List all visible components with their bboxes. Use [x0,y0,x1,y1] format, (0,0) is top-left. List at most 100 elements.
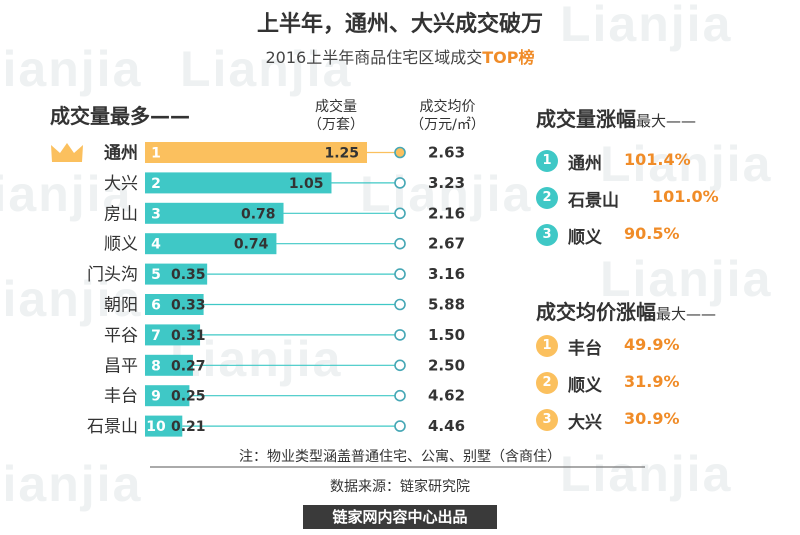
volume-growth-title-small: 最大—— [636,112,697,130]
rank-number: 1 [151,146,161,162]
circle-marker-icon [394,359,406,372]
rank-number: 6 [151,298,161,314]
circle-marker-icon [394,207,406,220]
rank-badge: 2 [536,187,558,209]
rank-number: 4 [151,237,161,253]
page-title: 上半年，通州、大兴成交破万 [256,12,543,37]
volume-column-header: 成交量 （万套） [296,98,376,134]
growth-value: 31.9% [624,372,680,391]
watermark: Lianjia [0,271,143,327]
growth-value: 101.0% [652,187,719,206]
volume-bar [145,263,208,285]
watermark: Lianjia [560,0,733,52]
volume-bar [145,294,204,315]
subtitle-prefix: 2016上半年商品住宅区域成交 [265,48,483,67]
volume-growth-title: 成交量涨幅最大—— [536,103,696,132]
circle-marker-icon [394,329,406,341]
city-label: 昌平 [104,356,138,376]
watermark: Lianjia [560,446,733,502]
rank-number: 2 [151,176,161,192]
growth-value: 90.5% [624,224,680,243]
watermark: Lianjia [600,136,773,192]
growth-district-name: 大兴 [568,413,602,433]
city-label: 大兴 [104,174,138,194]
circle-marker-icon [394,298,406,311]
circle-marker-icon [394,177,406,189]
rank-badge: 1 [536,335,558,357]
rank-badge: 3 [536,409,558,431]
growth-value: 101.4% [624,150,691,169]
growth-value: 30.9% [624,409,680,428]
rank-number: 8 [151,358,161,374]
city-label: 通州 [104,144,138,164]
volume-header-line2: （万套） [308,117,364,133]
rank-badge: 1 [536,150,558,172]
avg-price-label: 4.62 [428,387,465,405]
price-header-line2: （万元/㎡） [410,117,485,133]
growth-district-name: 通州 [568,154,602,174]
avg-price-label: 3.16 [428,265,465,283]
volume-section-title: 成交量最多—— [50,104,190,128]
circle-marker-icon [394,268,406,280]
volume-growth-title-main: 成交量涨幅 [536,107,636,131]
avg-price-label: 3.23 [428,174,465,192]
rank-badge: 3 [536,224,558,246]
rank-badge: 2 [536,372,558,394]
bar-value-label: 0.74 [234,237,269,253]
volume-bar [145,233,277,255]
volume-header-line1: 成交量 [315,99,357,115]
bar-value-label: 1.25 [324,146,359,162]
bar-value-label: 0.31 [171,328,206,344]
circle-marker-icon [394,237,406,250]
bar-value-label: 0.78 [241,206,276,222]
growth-district-name: 丰台 [568,339,602,359]
circle-marker-icon [394,389,406,402]
volume-bar [145,354,193,376]
watermark: Lianjia [360,166,533,222]
rank-number: 9 [151,389,161,405]
page-subtitle: 2016上半年商品住宅区域成交TOP榜 [0,44,800,68]
volume-bar [145,202,284,224]
publisher-credit: 链家网内容中心出品 [303,505,497,529]
avg-price-label: 1.50 [428,326,465,344]
volume-bar [145,385,190,407]
circle-marker-icon [394,420,406,432]
watermark: Lianjia [0,166,133,222]
avg-price-label: 2.67 [428,235,465,253]
watermark: Lianjia [0,41,143,97]
city-label: 朝阳 [104,296,138,316]
price-column-header: 成交均价 （万元/㎡） [400,98,495,134]
watermark: Lianjia [600,251,773,307]
avg-price-label: 4.46 [428,417,465,435]
city-label: 顺义 [104,235,138,255]
bar-value-label: 0.21 [171,419,206,435]
avg-price-label: 2.50 [428,356,465,374]
bar-value-label: 0.25 [171,389,206,405]
rank-number: 3 [151,206,161,222]
watermark: Lianjia [0,456,143,512]
city-label: 门头沟 [87,265,138,285]
rank-number: 10 [146,419,166,435]
crown-icon [51,143,83,162]
volume-bar [145,415,183,437]
city-label: 石景山 [87,417,138,437]
price-growth-title: 成交均价涨幅最大—— [536,296,716,325]
rank-number: 5 [151,267,161,283]
rank-number: 7 [151,328,161,344]
price-growth-title-main: 成交均价涨幅 [536,300,656,324]
growth-district-name: 石景山 [568,191,619,211]
bar-value-label: 1.05 [289,176,324,192]
city-label: 房山 [104,204,138,224]
avg-price-label: 5.88 [428,296,465,314]
bar-value-label: 0.35 [171,267,206,283]
price-header-line1: 成交均价 [419,99,476,115]
watermark: Lianjia [180,41,353,97]
city-label: 丰台 [104,387,138,407]
volume-bar [145,172,332,194]
price-growth-title-small: 最大—— [656,305,717,323]
bar-value-label: 0.33 [171,298,206,314]
growth-district-name: 顺义 [568,376,602,396]
circle-marker-icon [394,146,406,159]
avg-price-label: 2.16 [428,204,465,222]
